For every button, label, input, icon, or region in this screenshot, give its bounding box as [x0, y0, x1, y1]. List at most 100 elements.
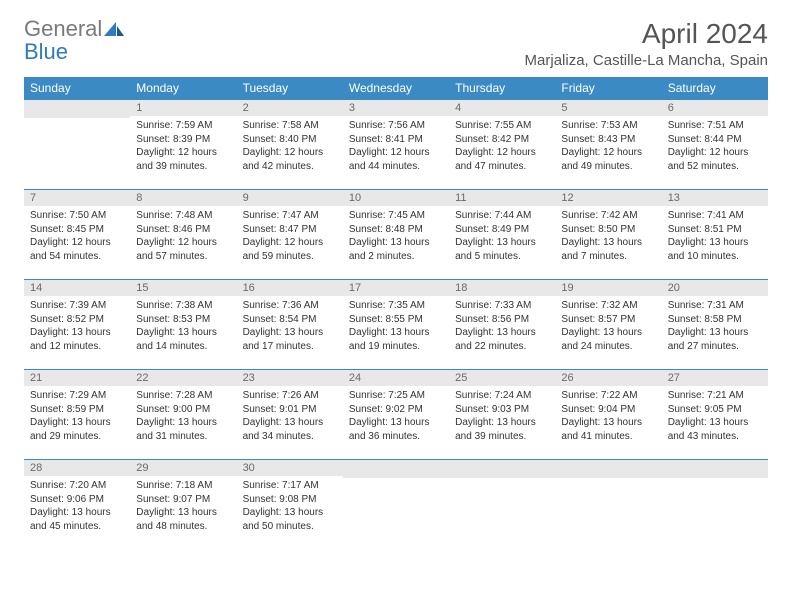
day-line-d2: and 24 minutes.: [561, 340, 655, 354]
day-line-ss: Sunset: 8:42 PM: [455, 133, 549, 147]
calendar-cell: 18Sunrise: 7:33 AMSunset: 8:56 PMDayligh…: [449, 280, 555, 370]
day-line-ss: Sunset: 8:43 PM: [561, 133, 655, 147]
day-line-sr: Sunrise: 7:21 AM: [668, 389, 762, 403]
day-details: Sunrise: 7:51 AMSunset: 8:44 PMDaylight:…: [662, 116, 768, 176]
day-line-d2: and 22 minutes.: [455, 340, 549, 354]
day-line-d2: and 36 minutes.: [349, 430, 443, 444]
day-details: Sunrise: 7:47 AMSunset: 8:47 PMDaylight:…: [237, 206, 343, 266]
calendar-cell: 30Sunrise: 7:17 AMSunset: 9:08 PMDayligh…: [237, 460, 343, 550]
calendar-cell: 3Sunrise: 7:56 AMSunset: 8:41 PMDaylight…: [343, 100, 449, 190]
day-line-d2: and 41 minutes.: [561, 430, 655, 444]
day-line-d2: and 59 minutes.: [243, 250, 337, 264]
calendar-cell: [343, 460, 449, 550]
day-line-ss: Sunset: 9:04 PM: [561, 403, 655, 417]
calendar-cell: 29Sunrise: 7:18 AMSunset: 9:07 PMDayligh…: [130, 460, 236, 550]
logo-word-1: General: [24, 16, 102, 41]
day-number: 19: [555, 280, 661, 296]
day-number: 9: [237, 190, 343, 206]
day-details: Sunrise: 7:32 AMSunset: 8:57 PMDaylight:…: [555, 296, 661, 356]
day-line-d2: and 42 minutes.: [243, 160, 337, 174]
day-details: Sunrise: 7:33 AMSunset: 8:56 PMDaylight:…: [449, 296, 555, 356]
day-number: 20: [662, 280, 768, 296]
day-details: Sunrise: 7:56 AMSunset: 8:41 PMDaylight:…: [343, 116, 449, 176]
day-line-sr: Sunrise: 7:33 AM: [455, 299, 549, 313]
day-number: 15: [130, 280, 236, 296]
day-line-d1: Daylight: 13 hours: [243, 416, 337, 430]
calendar-cell: 21Sunrise: 7:29 AMSunset: 8:59 PMDayligh…: [24, 370, 130, 460]
day-line-sr: Sunrise: 7:32 AM: [561, 299, 655, 313]
day-details: Sunrise: 7:42 AMSunset: 8:50 PMDaylight:…: [555, 206, 661, 266]
day-details: Sunrise: 7:25 AMSunset: 9:02 PMDaylight:…: [343, 386, 449, 446]
day-line-d1: Daylight: 13 hours: [668, 416, 762, 430]
day-line-d1: Daylight: 12 hours: [243, 146, 337, 160]
calendar-cell: [24, 100, 130, 190]
day-line-d2: and 39 minutes.: [455, 430, 549, 444]
weekday-header: Monday: [130, 77, 236, 100]
day-number: 8: [130, 190, 236, 206]
day-details: Sunrise: 7:20 AMSunset: 9:06 PMDaylight:…: [24, 476, 130, 536]
day-line-d2: and 47 minutes.: [455, 160, 549, 174]
calendar-cell: 10Sunrise: 7:45 AMSunset: 8:48 PMDayligh…: [343, 190, 449, 280]
day-line-sr: Sunrise: 7:47 AM: [243, 209, 337, 223]
weekday-header: Sunday: [24, 77, 130, 100]
day-line-d2: and 49 minutes.: [561, 160, 655, 174]
day-line-d1: Daylight: 12 hours: [136, 236, 230, 250]
day-line-d1: Daylight: 13 hours: [561, 326, 655, 340]
calendar-cell: 1Sunrise: 7:59 AMSunset: 8:39 PMDaylight…: [130, 100, 236, 190]
day-details: Sunrise: 7:45 AMSunset: 8:48 PMDaylight:…: [343, 206, 449, 266]
day-line-d1: Daylight: 13 hours: [30, 506, 124, 520]
day-number: 21: [24, 370, 130, 386]
calendar-cell: 2Sunrise: 7:58 AMSunset: 8:40 PMDaylight…: [237, 100, 343, 190]
day-line-ss: Sunset: 8:56 PM: [455, 313, 549, 327]
location: Marjaliza, Castille-La Mancha, Spain: [525, 52, 768, 69]
weekday-header: Tuesday: [237, 77, 343, 100]
calendar-cell: 12Sunrise: 7:42 AMSunset: 8:50 PMDayligh…: [555, 190, 661, 280]
empty-day-bar: [662, 460, 768, 478]
day-line-d1: Daylight: 13 hours: [668, 326, 762, 340]
calendar-cell: 27Sunrise: 7:21 AMSunset: 9:05 PMDayligh…: [662, 370, 768, 460]
day-number: 6: [662, 100, 768, 116]
day-line-d2: and 50 minutes.: [243, 520, 337, 534]
day-line-sr: Sunrise: 7:45 AM: [349, 209, 443, 223]
day-number: 23: [237, 370, 343, 386]
day-line-d2: and 14 minutes.: [136, 340, 230, 354]
calendar-cell: 28Sunrise: 7:20 AMSunset: 9:06 PMDayligh…: [24, 460, 130, 550]
day-line-ss: Sunset: 8:55 PM: [349, 313, 443, 327]
weekday-header: Friday: [555, 77, 661, 100]
day-line-sr: Sunrise: 7:26 AM: [243, 389, 337, 403]
day-number: 2: [237, 100, 343, 116]
logo-sail-icon: [104, 20, 124, 41]
day-line-d2: and 43 minutes.: [668, 430, 762, 444]
day-line-d2: and 17 minutes.: [243, 340, 337, 354]
day-number: 4: [449, 100, 555, 116]
calendar-cell: 19Sunrise: 7:32 AMSunset: 8:57 PMDayligh…: [555, 280, 661, 370]
day-number: 30: [237, 460, 343, 476]
day-number: 11: [449, 190, 555, 206]
day-number: 3: [343, 100, 449, 116]
day-line-sr: Sunrise: 7:35 AM: [349, 299, 443, 313]
day-line-ss: Sunset: 9:05 PM: [668, 403, 762, 417]
calendar-cell: [449, 460, 555, 550]
day-number: 25: [449, 370, 555, 386]
day-details: Sunrise: 7:31 AMSunset: 8:58 PMDaylight:…: [662, 296, 768, 356]
day-line-ss: Sunset: 8:50 PM: [561, 223, 655, 237]
calendar-cell: 9Sunrise: 7:47 AMSunset: 8:47 PMDaylight…: [237, 190, 343, 280]
month-title: April 2024: [525, 18, 768, 50]
day-line-sr: Sunrise: 7:48 AM: [136, 209, 230, 223]
day-line-d1: Daylight: 13 hours: [455, 326, 549, 340]
day-number: 18: [449, 280, 555, 296]
day-number: 13: [662, 190, 768, 206]
day-line-d1: Daylight: 13 hours: [561, 416, 655, 430]
day-line-sr: Sunrise: 7:28 AM: [136, 389, 230, 403]
day-details: Sunrise: 7:58 AMSunset: 8:40 PMDaylight:…: [237, 116, 343, 176]
day-line-sr: Sunrise: 7:51 AM: [668, 119, 762, 133]
day-number: 28: [24, 460, 130, 476]
day-line-d1: Daylight: 13 hours: [349, 326, 443, 340]
calendar-week-row: 28Sunrise: 7:20 AMSunset: 9:06 PMDayligh…: [24, 460, 768, 550]
day-line-d1: Daylight: 13 hours: [561, 236, 655, 250]
day-details: Sunrise: 7:39 AMSunset: 8:52 PMDaylight:…: [24, 296, 130, 356]
day-details: Sunrise: 7:28 AMSunset: 9:00 PMDaylight:…: [130, 386, 236, 446]
empty-day-bar: [555, 460, 661, 478]
day-line-d2: and 2 minutes.: [349, 250, 443, 264]
day-line-ss: Sunset: 9:01 PM: [243, 403, 337, 417]
